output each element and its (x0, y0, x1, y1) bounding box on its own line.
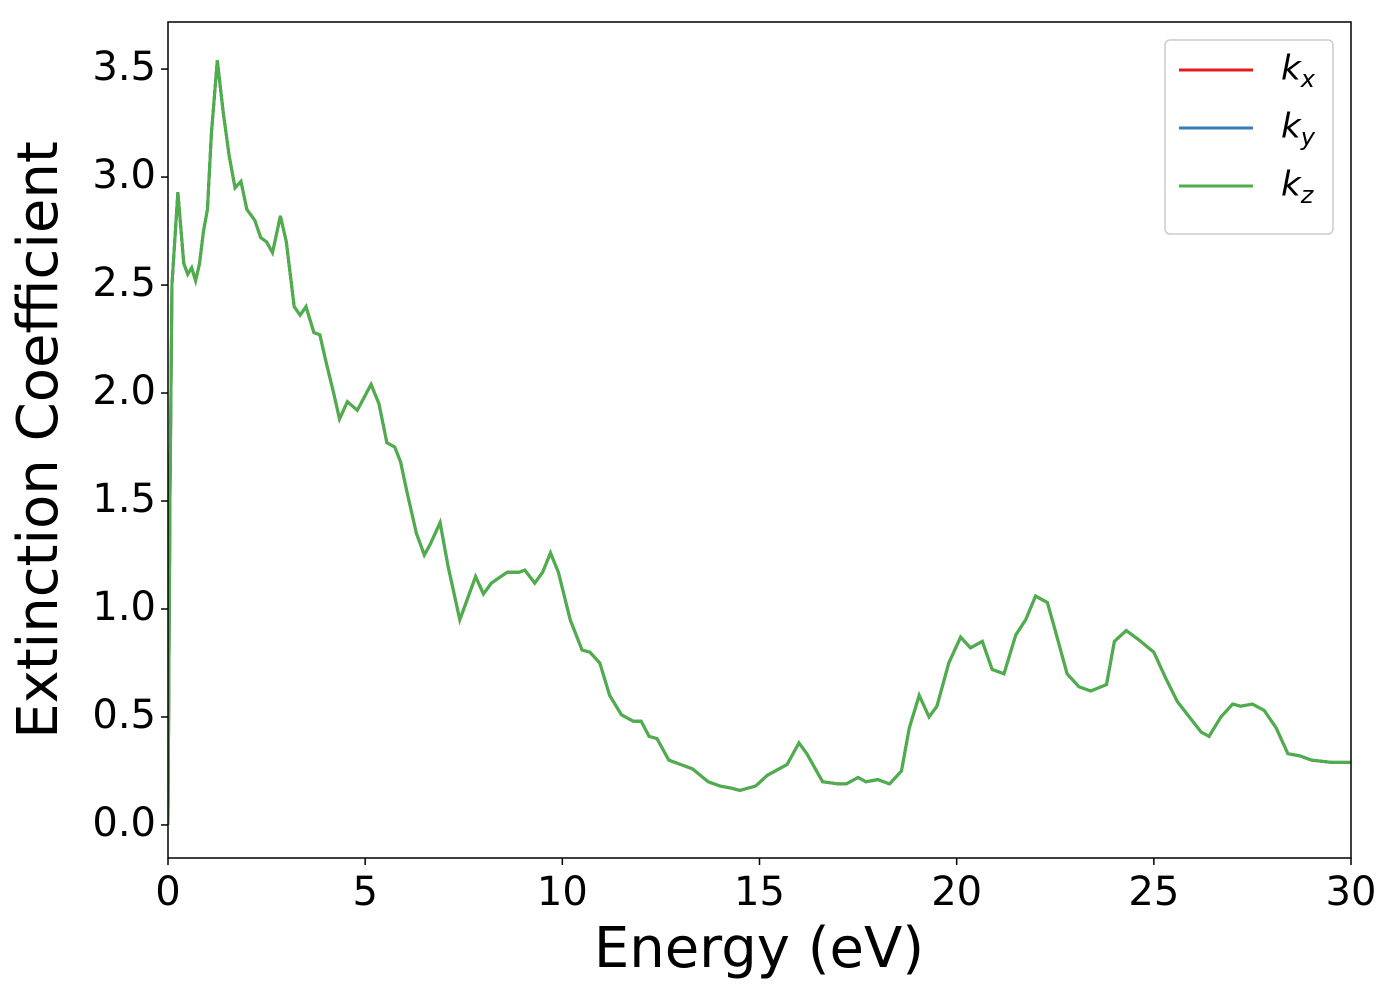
x-tick-label: 5 (352, 869, 377, 915)
y-tick-label: 1.0 (92, 584, 156, 630)
y-tick-label: 1.5 (92, 476, 156, 522)
y-tick-label: 0.0 (92, 800, 156, 846)
y-tick-label: 2.0 (92, 368, 156, 414)
y-tick-label: 0.5 (92, 692, 156, 738)
x-tick-label: 15 (734, 869, 785, 915)
x-tick-label: 25 (1128, 869, 1179, 915)
y-axis-label: Extinction Coefficient (6, 141, 71, 739)
x-tick-label: 0 (155, 869, 180, 915)
y-tick-label: 2.5 (92, 260, 156, 306)
data-line (168, 60, 1351, 825)
x-axis-label: Energy (eV) (594, 916, 924, 981)
y-tick-label: 3.5 (92, 44, 156, 90)
plot-frame (167, 21, 1352, 859)
x-tick-label: 20 (931, 869, 982, 915)
y-tick-label: 3.0 (92, 152, 156, 198)
x-tick-label: 10 (537, 869, 588, 915)
x-tick-label: 30 (1326, 869, 1377, 915)
